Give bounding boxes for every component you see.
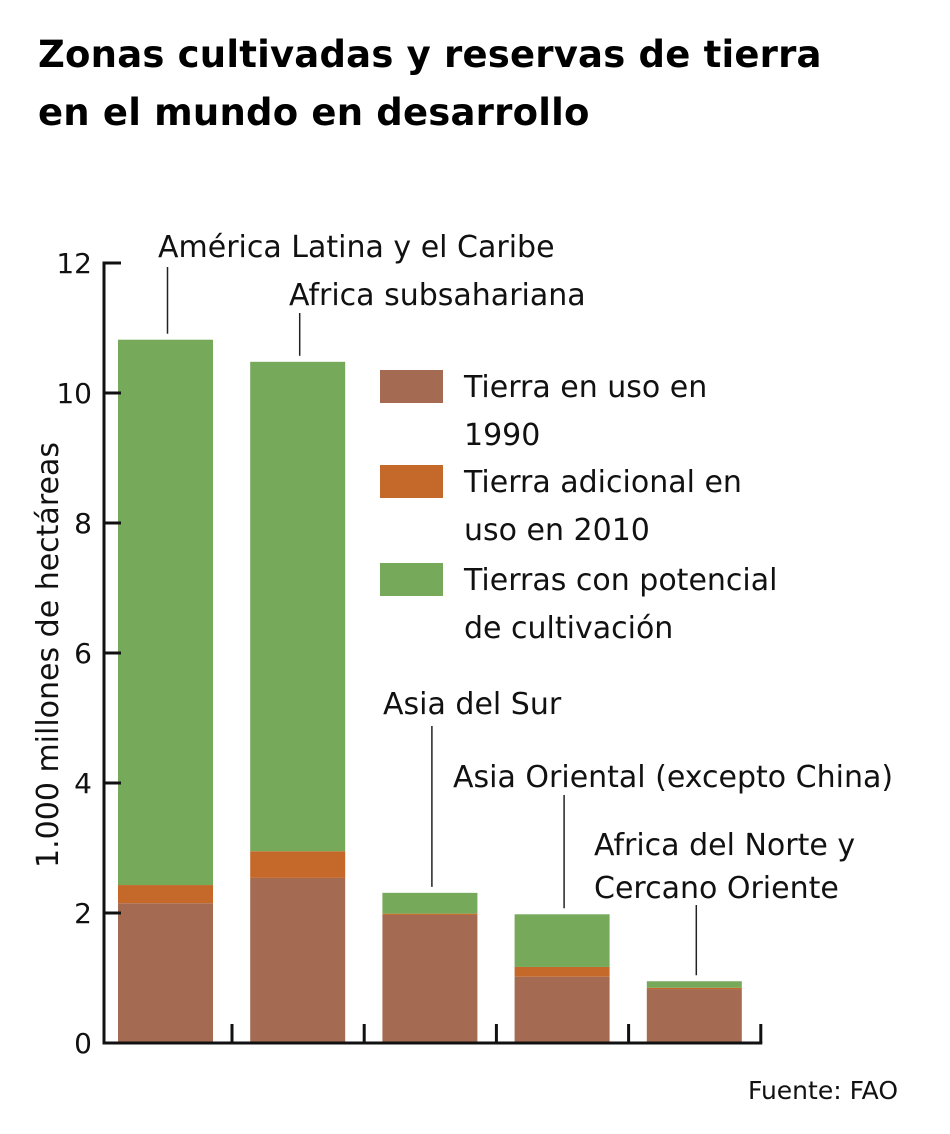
y-tick-label-2: 2 (74, 897, 92, 930)
chart-title: Zonas cultivadas y reservas de tierra en… (38, 26, 918, 142)
bar-segment-1-series-1 (118, 903, 213, 1043)
legend-label-line: 1990 (464, 418, 540, 453)
bars-group (118, 339, 742, 1043)
category-label-line: Africa del Norte y (594, 828, 855, 863)
legend-swatch-1 (380, 370, 443, 403)
category-label-line: Asia Oriental (excepto China) (453, 760, 893, 795)
axes-group: 0 2 4 6 8 10 12 (56, 247, 763, 1060)
bar-segment-4-series-3 (514, 914, 610, 967)
bar-segment-3-series-1 (382, 914, 478, 1043)
title-line-2: en el mundo en desarrollo (38, 91, 590, 134)
bar-segment-4-series-2 (514, 966, 610, 977)
y-tick-label-12: 12 (56, 247, 92, 280)
category-label-line: Cercano Oriente (594, 871, 839, 906)
y-tick-label-4: 4 (74, 767, 92, 800)
category-label-line: América Latina y el Caribe (158, 230, 555, 265)
legend-label-2: Tierra adicional en uso en 2010 (463, 465, 742, 548)
category-label-2: Africa subsahariana (289, 278, 586, 313)
legend-label-line: uso en 2010 (464, 513, 650, 548)
bar-segment-5-series-2 (646, 987, 742, 990)
legend-label-line: Tierra en uso en (463, 370, 707, 405)
legend: Tierra en uso en 1990 Tierra adicional en u… (380, 370, 777, 646)
y-tick-label-6: 6 (74, 637, 92, 670)
bar-segment-3-series-2 (382, 913, 478, 915)
legend-label-line: de cultivación (464, 611, 673, 646)
y-tick-label-0: 0 (74, 1027, 92, 1060)
bar-segment-5-series-3 (646, 981, 742, 988)
legend-label-line: Tierras con potencial (463, 563, 777, 598)
category-labels-group: América Latina y el Caribe Africa subsaha… (158, 230, 893, 976)
legend-swatch-2 (380, 465, 443, 498)
category-label-5: Africa del Norte y Cercano Oriente (594, 828, 855, 906)
source-note: Fuente: FAO (748, 1076, 898, 1105)
legend-label-line: Tierra adicional en (463, 465, 742, 500)
legend-label-3: Tierras con potencial de cultivación (463, 563, 777, 646)
category-label-1: América Latina y el Caribe (158, 230, 555, 265)
bar-segment-5-series-1 (646, 989, 742, 1043)
bar-segment-3-series-3 (382, 892, 478, 914)
bar-segment-1-series-2 (118, 885, 213, 904)
y-tick-label-8: 8 (74, 507, 92, 540)
category-label-line: Asia del Sur (383, 687, 562, 722)
category-label-3: Asia del Sur (383, 687, 562, 722)
bar-segment-4-series-1 (514, 976, 610, 1043)
bar-segment-2-series-2 (250, 851, 346, 878)
category-label-line: Africa subsahariana (289, 278, 586, 313)
bar-segment-2-series-1 (250, 877, 346, 1043)
legend-swatch-3 (380, 563, 443, 596)
bar-segment-1-series-3 (118, 339, 213, 886)
title-line-1: Zonas cultivadas y reservas de tierra (38, 33, 822, 76)
y-axis-label: 1.000 millones de hectáreas (31, 442, 66, 868)
category-label-4: Asia Oriental (excepto China) (453, 760, 893, 795)
bar-segment-2-series-3 (250, 361, 346, 852)
legend-label-1: Tierra en uso en 1990 (463, 370, 707, 453)
y-tick-label-10: 10 (56, 377, 92, 410)
